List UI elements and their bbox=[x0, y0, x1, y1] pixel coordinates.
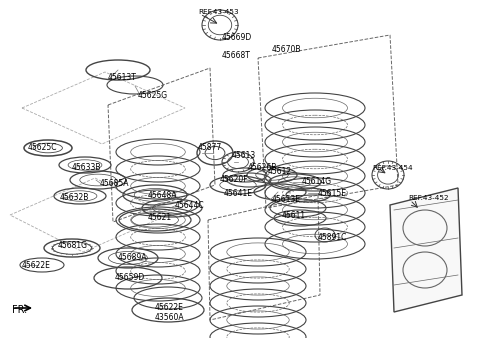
Text: 45891C: 45891C bbox=[318, 234, 348, 242]
Text: REF.43-453: REF.43-453 bbox=[198, 9, 239, 15]
Text: 45621: 45621 bbox=[148, 214, 172, 222]
Text: 45668T: 45668T bbox=[222, 50, 251, 59]
Text: REF.43-454: REF.43-454 bbox=[372, 165, 413, 171]
Text: 45641E: 45641E bbox=[224, 189, 253, 197]
Polygon shape bbox=[390, 188, 462, 312]
Text: 45615E: 45615E bbox=[318, 189, 347, 197]
Text: REF.43-452: REF.43-452 bbox=[408, 195, 449, 201]
Text: 45633B: 45633B bbox=[72, 164, 101, 172]
Text: 45611: 45611 bbox=[282, 211, 306, 219]
Text: 45625C: 45625C bbox=[28, 144, 58, 152]
Text: 43560A: 43560A bbox=[155, 314, 185, 322]
Text: 45613E: 45613E bbox=[272, 195, 301, 204]
Text: 45648A: 45648A bbox=[148, 191, 178, 199]
Text: 45626B: 45626B bbox=[248, 164, 277, 172]
Text: 45877: 45877 bbox=[198, 144, 222, 152]
Text: 45614G: 45614G bbox=[302, 177, 332, 187]
Text: FR.: FR. bbox=[12, 305, 27, 315]
Text: 45659D: 45659D bbox=[115, 273, 145, 283]
Text: 45669D: 45669D bbox=[222, 33, 252, 43]
Text: 45689A: 45689A bbox=[118, 254, 147, 263]
Text: 45625G: 45625G bbox=[138, 91, 168, 99]
Text: 45620F: 45620F bbox=[220, 175, 249, 185]
Text: 45681G: 45681G bbox=[58, 241, 88, 249]
Text: 45612: 45612 bbox=[268, 168, 292, 176]
Text: 45670B: 45670B bbox=[272, 46, 301, 54]
Text: 45685A: 45685A bbox=[100, 178, 130, 188]
Text: 45632B: 45632B bbox=[60, 193, 89, 202]
Text: 45613: 45613 bbox=[232, 150, 256, 160]
Text: 45613T: 45613T bbox=[108, 73, 137, 82]
Text: 45644C: 45644C bbox=[175, 200, 204, 210]
Text: 45622E: 45622E bbox=[155, 304, 184, 313]
Text: 45622E: 45622E bbox=[22, 261, 51, 269]
